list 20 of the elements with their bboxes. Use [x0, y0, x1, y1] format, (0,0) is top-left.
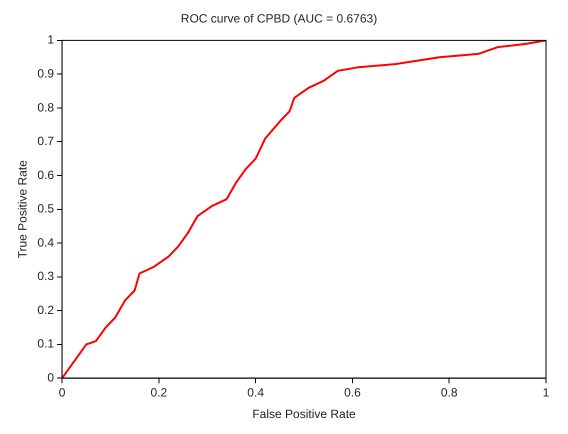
y-tick-label: 0.1 [37, 336, 54, 351]
x-tick-label: 0.6 [344, 386, 362, 400]
y-tick-label: 0.7 [37, 134, 54, 148]
y-tick-label: 1 [47, 32, 54, 47]
x-tick-label: 0.4 [247, 386, 264, 400]
y-tick-label: 0.9 [37, 66, 54, 80]
y-tick-label: 0 [47, 370, 54, 385]
y-tick-label: 0.5 [37, 202, 54, 216]
y-tick-label: 0.2 [37, 302, 54, 317]
y-tick-label: 0.6 [37, 168, 54, 182]
x-tick-label: 0 [58, 386, 66, 400]
y-tick-label: 0.8 [37, 100, 54, 114]
x-tick-label: 1 [542, 386, 550, 400]
y-axis-title: True Positive Rate [16, 160, 30, 258]
x-tick-label: 0.2 [150, 386, 168, 400]
x-axis-title: False Positive Rate [252, 407, 356, 422]
chart-title: ROC curve of CPBD (AUC = 0.6763) [180, 12, 378, 26]
x-tick-label: 0.8 [440, 386, 458, 400]
y-tick-label: 0.4 [37, 235, 54, 250]
y-tick-label: 0.3 [37, 269, 54, 284]
